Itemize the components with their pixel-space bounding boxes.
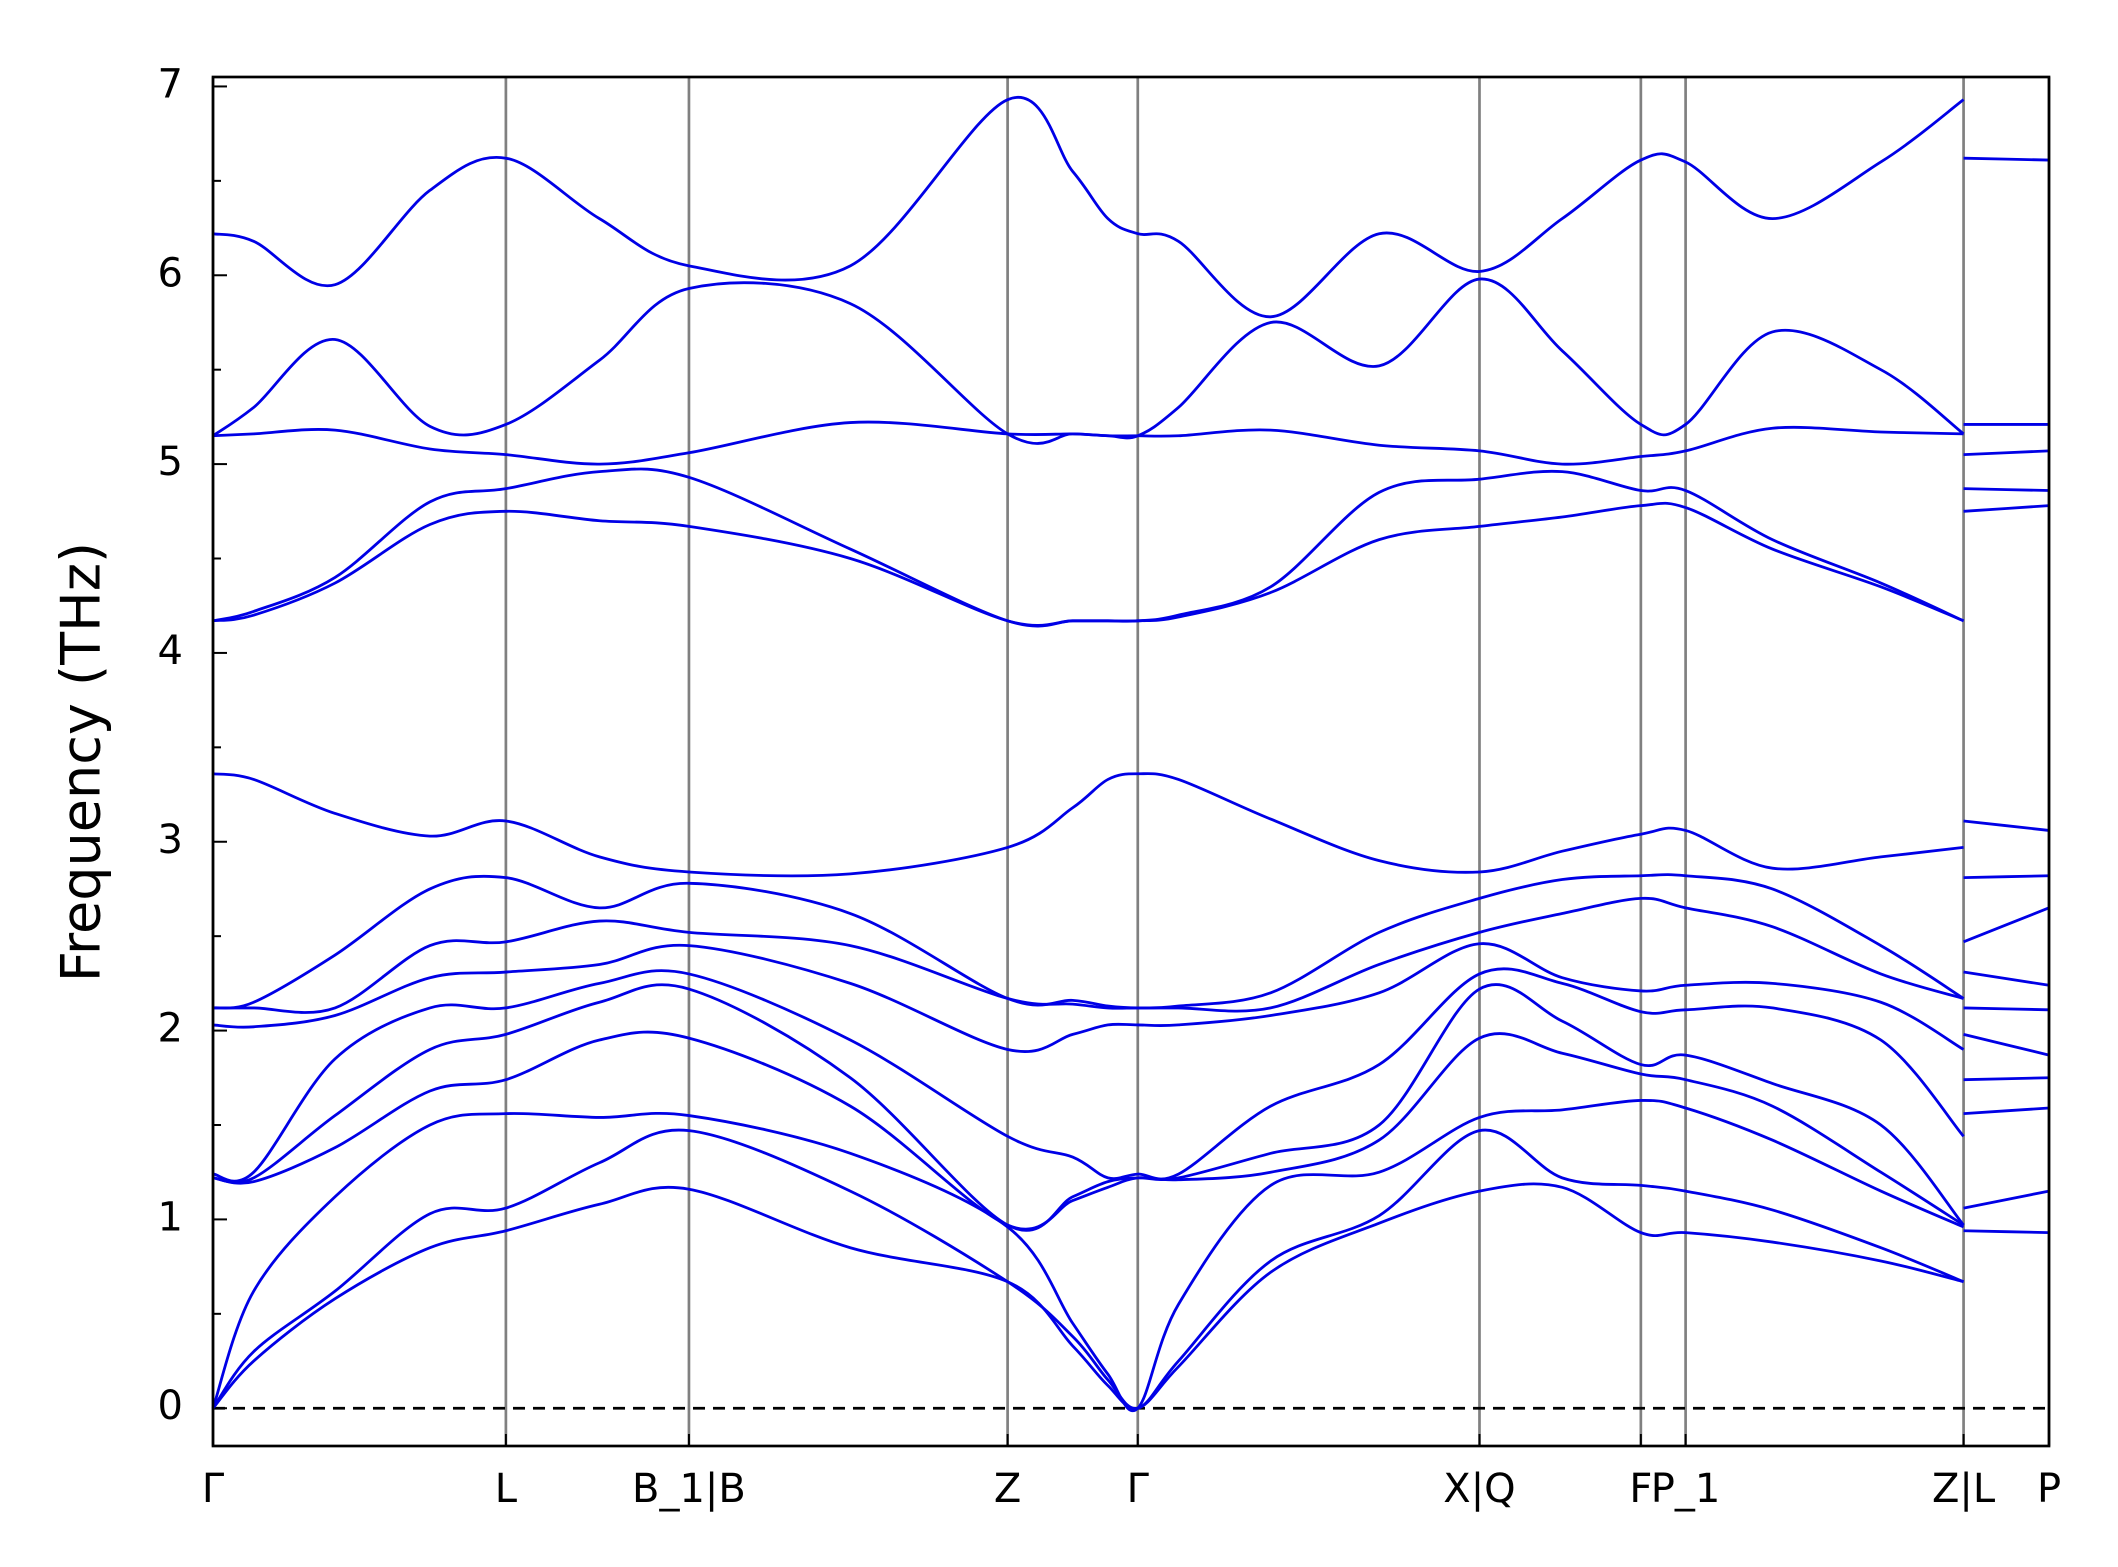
- y-tick-label: 1: [158, 1194, 183, 1240]
- band-line: [211, 1099, 2050, 1412]
- x-tick-label: X|Q: [1443, 1466, 1515, 1512]
- x-tick-label: B_1|B: [632, 1466, 746, 1512]
- band-line: [212, 942, 2050, 1053]
- band-line: [212, 873, 2050, 1010]
- x-tick-label: Γ: [202, 1466, 225, 1512]
- band-line: [211, 1128, 2050, 1410]
- y-tick-label: 5: [158, 439, 183, 485]
- band-line: [212, 983, 2050, 1232]
- plot-frame: [211, 75, 2051, 1448]
- x-tick-label: P: [2037, 1466, 2061, 1512]
- x-tick-label: Z: [994, 1466, 1021, 1512]
- x-tick-label: Γ: [1127, 1466, 1150, 1512]
- band-line: [212, 467, 2050, 628]
- y-tick-label: 3: [158, 817, 183, 863]
- x-tick-label: P_1: [1651, 1466, 1721, 1512]
- x-tick-label: L: [495, 1466, 518, 1512]
- y-tick-label: 7: [158, 61, 183, 107]
- y-tick-label: 2: [158, 1006, 183, 1052]
- band-line: [212, 95, 2050, 319]
- band-line: [212, 277, 2049, 445]
- band-line: [212, 967, 2050, 1183]
- y-tick-label: 0: [158, 1383, 183, 1429]
- y-axis-label: Frequency (THz): [50, 542, 113, 982]
- y-tick-label: 4: [158, 628, 183, 674]
- band-line: [212, 1030, 2050, 1231]
- x-tick-label: F: [1629, 1466, 1652, 1512]
- band-line: [211, 1182, 2050, 1410]
- x-tick-label: Z|L: [1932, 1466, 1996, 1512]
- band-line: [212, 772, 2050, 878]
- y-tick-label: 6: [158, 250, 183, 296]
